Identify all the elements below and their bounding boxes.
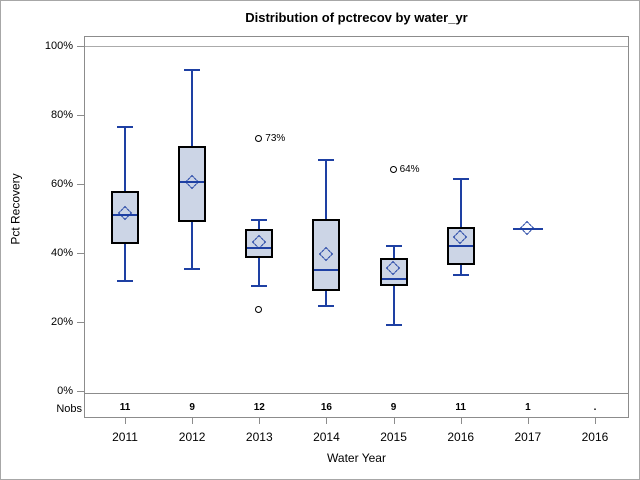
nobs-value: 16 <box>320 402 332 413</box>
nobs-value: 9 <box>390 402 397 413</box>
whisker-cap-low <box>251 284 268 287</box>
whisker-cap-low <box>318 305 335 308</box>
plot-frame <box>84 36 629 418</box>
x-tick-label: 2012 <box>178 430 206 444</box>
y-tick-label: 20% <box>50 316 73 328</box>
whisker-line <box>459 178 462 276</box>
x-tick-mark <box>594 418 596 424</box>
y-tick-mark <box>77 322 84 323</box>
median-line <box>247 246 272 249</box>
outlier-marker <box>255 305 263 313</box>
median-line <box>512 227 543 230</box>
x-tick-mark <box>326 418 328 424</box>
whisker-cap-low <box>452 274 469 277</box>
chart-title: Distribution of pctrecov by water_yr <box>245 10 468 25</box>
outlier-label: 73% <box>265 133 286 145</box>
y-tick-label: 100% <box>44 40 73 52</box>
box-iqr <box>178 146 207 222</box>
whisker-line <box>392 246 395 326</box>
x-tick-label: 2013 <box>245 430 273 444</box>
x-tick-mark <box>460 418 462 424</box>
whisker-cap-low <box>385 324 402 327</box>
nobs-row-label: Nobs <box>56 403 82 415</box>
y-tick-label: 40% <box>50 247 73 259</box>
y-tick-mark <box>77 115 84 116</box>
x-tick-mark <box>192 418 194 424</box>
whisker-cap-low <box>117 279 133 282</box>
x-tick-mark <box>259 418 261 424</box>
median-line <box>314 269 339 272</box>
y-tick-mark <box>77 184 84 185</box>
reference-line-100 <box>85 46 628 47</box>
median-line <box>448 245 473 248</box>
y-tick-mark <box>77 46 84 47</box>
nobs-value: . <box>593 402 597 413</box>
nobs-value: 12 <box>253 402 265 413</box>
x-tick-label: 2016 <box>447 430 475 444</box>
x-tick-label: 2014 <box>313 430 340 444</box>
nobs-value: 1 <box>525 402 531 413</box>
x-tick-label: 2015 <box>380 430 407 444</box>
whisker-cap-high <box>251 219 268 222</box>
y-tick-label: 60% <box>50 178 73 190</box>
nobs-value: 9 <box>189 402 195 413</box>
x-axis-title: Water Year <box>327 451 386 465</box>
x-tick-label: 2011 <box>112 430 138 444</box>
whisker-cap-low <box>184 267 201 270</box>
whisker-cap-high <box>117 126 133 129</box>
outlier-marker <box>389 166 397 174</box>
median-line <box>381 277 406 280</box>
y-tick-label: 80% <box>50 109 73 121</box>
whisker-cap-high <box>452 177 469 180</box>
nobs-value: 11 <box>119 402 131 413</box>
y-tick-mark <box>77 391 84 392</box>
y-tick-label: 0% <box>57 385 73 397</box>
median-line <box>113 214 137 217</box>
box-iqr <box>379 258 408 286</box>
whisker-cap-high <box>385 245 402 248</box>
y-tick-mark <box>77 253 84 254</box>
whisker-cap-high <box>318 158 335 161</box>
median-line <box>180 181 205 184</box>
x-tick-mark <box>393 418 395 424</box>
nobs-separator-line <box>85 393 628 394</box>
box-iqr <box>111 190 139 245</box>
nobs-value: 11 <box>455 402 466 413</box>
x-tick-label: 2017 <box>514 430 542 444</box>
x-tick-mark <box>125 418 126 424</box>
x-tick-mark <box>527 418 529 424</box>
mean-diamond <box>520 221 535 236</box>
box-iqr <box>312 218 341 291</box>
x-tick-label: 2016 <box>581 430 609 444</box>
outlier-marker <box>255 135 263 143</box>
box-iqr <box>245 228 274 259</box>
whisker-cap-high <box>184 69 201 72</box>
outlier-label: 64% <box>399 164 420 176</box>
